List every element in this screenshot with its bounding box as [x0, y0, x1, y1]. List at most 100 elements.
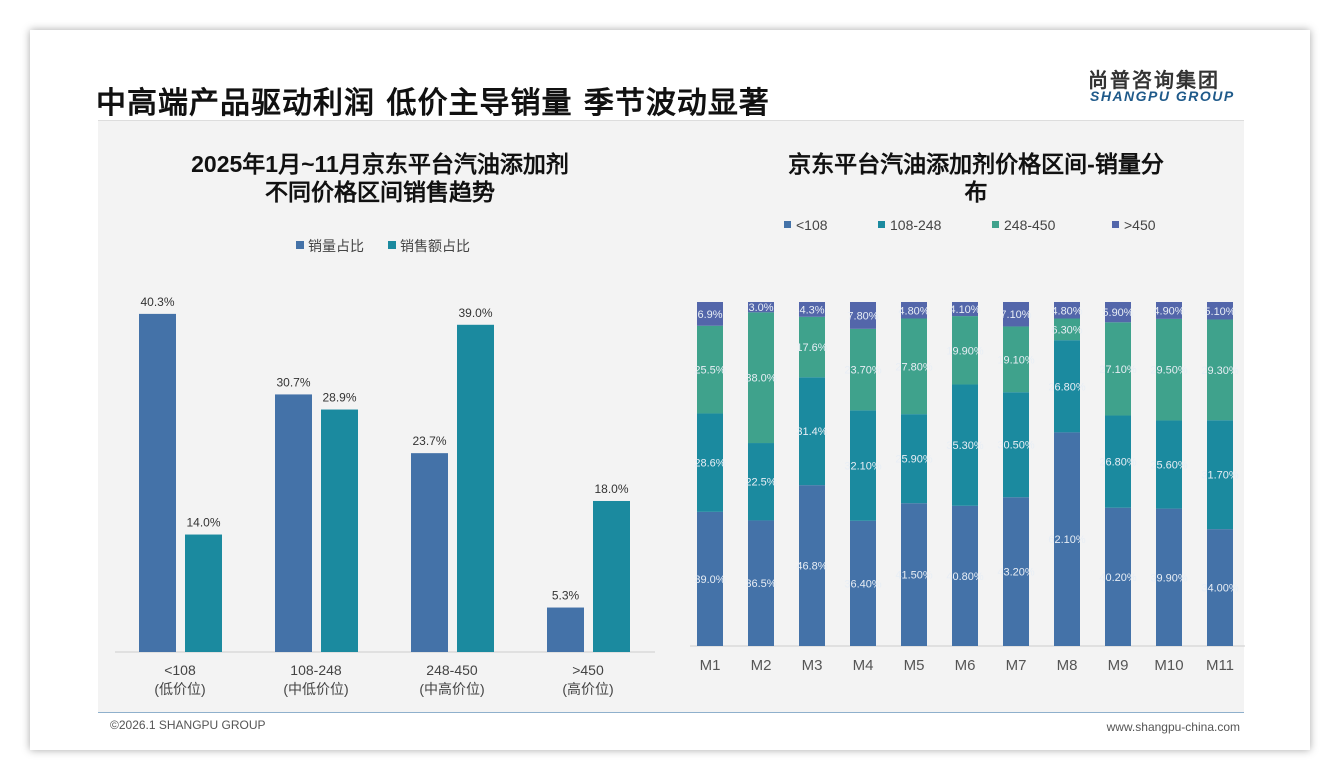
data-label: 38.0%: [745, 373, 776, 385]
tick-sublabel: (中低价位): [283, 681, 348, 697]
tick-label: M11: [1206, 657, 1234, 674]
data-label: 26.80%: [1099, 457, 1137, 469]
tick-label: M3: [802, 657, 823, 674]
bar-segment: [901, 318, 927, 415]
legend-label: 销量占比: [308, 238, 364, 254]
data-label: 36.40%: [844, 578, 882, 590]
bar-segment: [952, 302, 978, 317]
legend-marker: [878, 221, 885, 228]
data-label: 25.60%: [1150, 460, 1188, 472]
data-label: 39.0%: [458, 306, 492, 320]
bar-segment: [1054, 302, 1080, 319]
legend-marker: [388, 241, 396, 249]
bar: [411, 453, 448, 652]
footer-divider: [98, 712, 1244, 713]
data-label: 27.10%: [1099, 364, 1137, 376]
bar: [321, 409, 358, 652]
bar-segment: [1105, 507, 1131, 646]
tick-sublabel: (中高价位): [419, 681, 484, 697]
data-label: 4.80%: [898, 305, 929, 317]
data-label: 26.80%: [1048, 381, 1086, 393]
bar-segment: [1003, 392, 1029, 498]
legend-marker: [296, 241, 304, 249]
chart2-title: 布: [965, 179, 988, 205]
bar-segment: [697, 302, 723, 326]
data-label: 5.10%: [1204, 306, 1235, 318]
tick-sublabel: (低价位): [154, 681, 205, 697]
bar-segment: [748, 520, 774, 646]
data-label: 35.30%: [946, 440, 984, 452]
logo-chinese: 尚普咨询集团: [1088, 68, 1220, 92]
data-label: 28.9%: [322, 391, 356, 405]
tick-label: <108: [164, 662, 196, 678]
bar-segment: [952, 384, 978, 506]
bar-segment: [748, 312, 774, 444]
tick-label: M6: [955, 657, 976, 674]
tick-sublabel: (高价位): [562, 681, 613, 697]
data-label: 27.80%: [895, 361, 933, 373]
bar: [185, 534, 222, 652]
bar-segment: [799, 302, 825, 317]
bar-segment: [850, 520, 876, 646]
bar-segment: [1207, 319, 1233, 421]
bar-segment: [1105, 302, 1131, 323]
bar-segment: [952, 316, 978, 385]
tick-label: 108-248: [290, 662, 342, 678]
legend-marker: [1112, 221, 1119, 228]
bar-segment: [1105, 415, 1131, 508]
data-label: 6.9%: [697, 309, 722, 321]
legend-marker: [784, 221, 791, 228]
bar-segment: [850, 410, 876, 521]
tick-label: 248-450: [426, 662, 478, 678]
tick-label: M5: [904, 657, 925, 674]
bar-segment: [901, 503, 927, 646]
bar-segment: [1003, 326, 1029, 393]
legend-label: 108-248: [890, 217, 942, 233]
data-label: 6.30%: [1051, 324, 1082, 336]
bar-segment: [799, 485, 825, 646]
data-label: 28.6%: [694, 458, 725, 470]
bar: [547, 607, 584, 652]
bar-segment: [952, 505, 978, 646]
bar-segment: [1156, 318, 1182, 421]
data-label: 22.5%: [745, 477, 776, 489]
bar-segment: [1105, 322, 1131, 416]
logo-english: SHANGPU GROUP: [1090, 88, 1235, 104]
data-label: 29.50%: [1150, 365, 1188, 377]
data-label: 23.70%: [844, 365, 882, 377]
chart2-title: 京东平台汽油添加剂价格区间-销量分: [788, 151, 1164, 177]
data-label: 7.10%: [1000, 309, 1031, 321]
data-label: 62.10%: [1048, 534, 1086, 546]
data-label: 30.50%: [997, 440, 1035, 452]
chart1-title: 2025年1月~11月京东平台汽油添加剂: [191, 151, 569, 177]
data-label: 30.7%: [276, 375, 310, 389]
data-label: 5.3%: [552, 589, 580, 603]
data-label: 4.10%: [949, 304, 980, 316]
bar-segment: [799, 377, 825, 486]
bar-segment: [748, 302, 774, 313]
legend-label: 销售额占比: [400, 238, 470, 254]
bar-segment: [1207, 420, 1233, 530]
data-label: 18.0%: [594, 482, 628, 496]
data-label: 19.90%: [946, 345, 984, 357]
bar-segment: [697, 413, 723, 512]
tick-label: >450: [572, 662, 604, 678]
bar-segment: [1156, 420, 1182, 509]
tick-label: M4: [853, 657, 874, 674]
bar-segment: [1054, 340, 1080, 433]
bar-segment: [1207, 529, 1233, 646]
data-label: 40.80%: [946, 571, 984, 583]
bar-segment: [1054, 432, 1080, 646]
bar: [457, 324, 494, 652]
bar-segment: [1156, 508, 1182, 646]
bar-segment: [901, 302, 927, 319]
bar-segment: [850, 328, 876, 411]
bar-segment: [697, 511, 723, 646]
data-label: 5.90%: [1102, 307, 1133, 319]
legend-label: >450: [1124, 217, 1156, 233]
footer-website: www.shangpu-china.com: [1106, 720, 1240, 734]
bar: [139, 313, 176, 652]
legend-marker: [992, 221, 999, 228]
data-label: 25.90%: [895, 454, 933, 466]
